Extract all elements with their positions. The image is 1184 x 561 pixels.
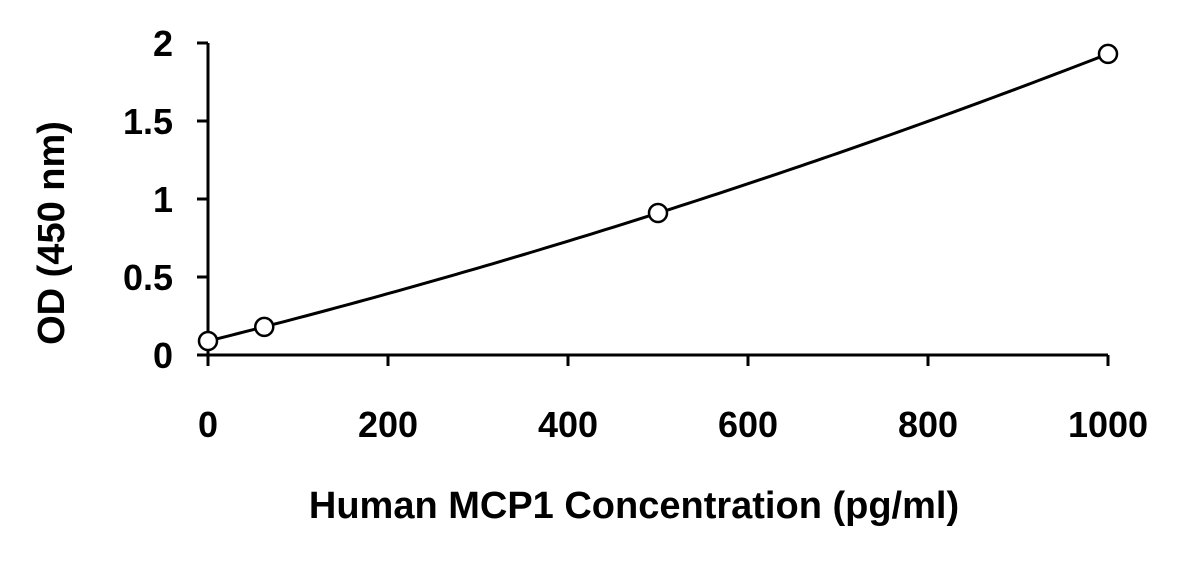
- x-tick-label: 200: [358, 404, 418, 445]
- fit-curve: [207, 52, 1109, 343]
- axes: [206, 43, 1108, 357]
- y-axis-title: OD (450 nm): [31, 121, 73, 345]
- x-tick-label: 600: [718, 404, 778, 445]
- data-point: [197, 330, 219, 352]
- x-tick-label: 800: [898, 404, 958, 445]
- y-tick-label: 0: [153, 335, 173, 376]
- x-axis-title: Human MCP1 Concentration (pg/ml): [309, 485, 959, 527]
- y-tick-label: 1.5: [123, 101, 173, 142]
- y-tick-label: 0.5: [123, 257, 173, 298]
- x-tick-label: 400: [538, 404, 598, 445]
- data-point: [1097, 43, 1119, 65]
- x-tick-label: 0: [198, 404, 218, 445]
- data-points: [197, 43, 1119, 352]
- fit-curve-layer: [207, 52, 1109, 343]
- tick-marks: [197, 41, 1110, 366]
- tick-labels: 0 0.5 1 1.5 2 0 200 400 600 800 1000: [123, 23, 1148, 445]
- data-point: [647, 202, 669, 224]
- x-tick-label: 1000: [1068, 404, 1148, 445]
- y-tick-label: 1: [153, 179, 173, 220]
- y-tick-label: 2: [153, 23, 173, 64]
- data-point: [254, 316, 275, 338]
